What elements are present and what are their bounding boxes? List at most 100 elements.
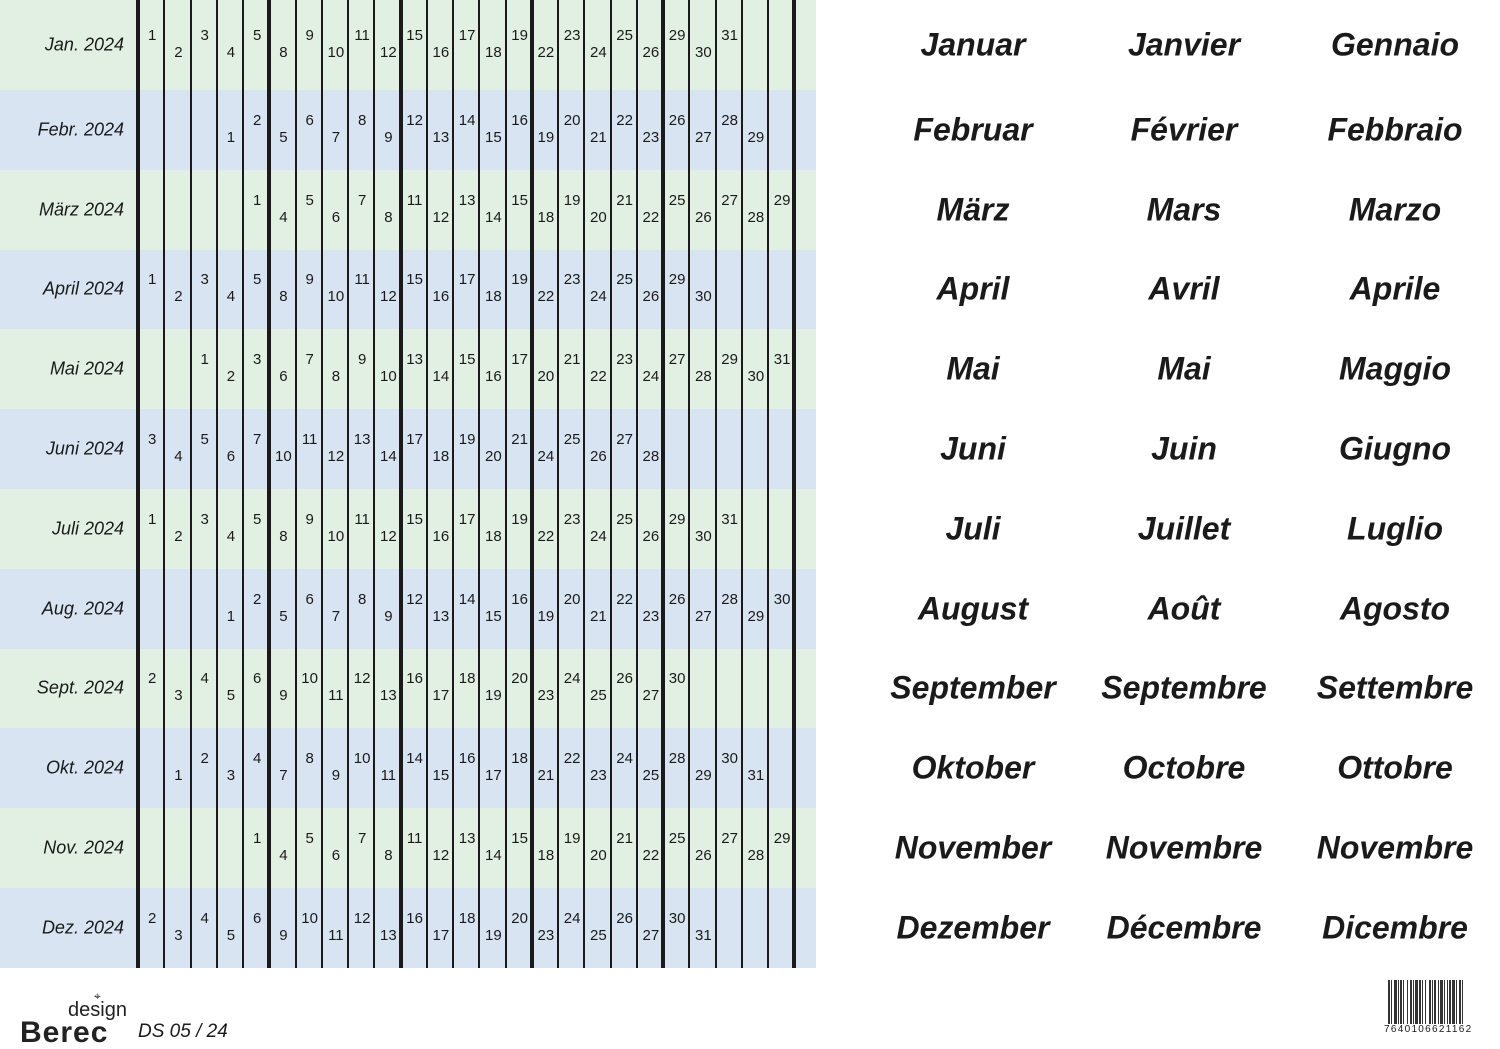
day-number: 11 — [301, 431, 318, 449]
day-number: 29 — [668, 271, 686, 289]
day-cell: 7 — [349, 808, 375, 888]
month-row: Jan. 2024 1 2 3 4 5 8 9 10 11 12 15 16 17 18 19 22 23 24 25… — [0, 0, 816, 90]
month-label: Jan. 2024 — [44, 34, 124, 55]
day-divider-line — [635, 0, 638, 968]
day-cell: 26 — [690, 808, 716, 888]
day-number: 14 — [458, 111, 476, 129]
day-divider-line — [740, 0, 743, 968]
day-number: 13 — [432, 128, 450, 146]
day-number: 26 — [616, 909, 633, 927]
day-cell — [192, 170, 218, 250]
barcode-bar — [1402, 980, 1403, 1024]
day-number: 18 — [537, 847, 555, 865]
day-number: 21 — [590, 607, 607, 625]
day-cell: 12 — [375, 0, 401, 90]
month-name-it: Luglio — [1347, 510, 1443, 547]
day-cell: 13 — [349, 409, 375, 489]
day-number: 29 — [747, 128, 765, 146]
day-cell: 23 — [533, 649, 559, 729]
barcode-bar — [1439, 980, 1440, 1024]
day-cell: 17 — [454, 250, 480, 330]
day-cell: 30 — [690, 250, 716, 330]
day-cell: 16 — [428, 250, 454, 330]
day-cell: 24 — [585, 0, 611, 90]
day-number: 20 — [485, 448, 502, 466]
day-cell: 2 — [139, 649, 165, 729]
day-number: 12 — [432, 208, 450, 226]
day-number: 17 — [432, 926, 450, 944]
day-cell: 18 — [454, 649, 480, 729]
day-number: 22 — [563, 750, 581, 768]
day-number: 4 — [279, 847, 288, 865]
day-cell: 19 — [533, 90, 559, 170]
month-name-de: November — [894, 829, 1052, 866]
day-cell: 22 — [533, 250, 559, 330]
day-cell: 10 — [323, 250, 349, 330]
day-number: 12 — [406, 111, 423, 129]
day-cell: 18 — [428, 409, 454, 489]
day-number: 10 — [380, 368, 397, 386]
month-row: Sept. 2024 2 3 4 5 6 9 10 11 12 13 16 17 18 19 20 23 24 25… — [0, 648, 816, 729]
day-number: 30 — [695, 288, 712, 306]
day-number: 27 — [642, 926, 660, 944]
day-number: 9 — [279, 687, 288, 705]
day-number: 9 — [384, 607, 393, 625]
day-number: 20 — [537, 368, 555, 386]
day-number: 8 — [384, 208, 393, 226]
day-number: 29 — [668, 27, 686, 44]
day-number: 21 — [616, 830, 633, 848]
day-cell: 25 — [612, 489, 638, 569]
day-number: 3 — [200, 510, 209, 528]
day-cell: 9 — [270, 649, 296, 729]
day-cell: 5 — [192, 409, 218, 489]
day-number: 7 — [279, 767, 288, 785]
day-number: 24 — [616, 750, 633, 768]
day-number: 2 — [147, 670, 157, 688]
barcode-bar — [1445, 980, 1447, 1024]
day-cell: 19 — [480, 888, 506, 968]
month-name-it: Aprile — [1349, 270, 1441, 307]
day-cell: 10 — [297, 649, 323, 729]
day-number: 5 — [252, 27, 262, 44]
day-cell: 20 — [533, 329, 559, 409]
day-cell: 6 — [244, 888, 270, 968]
day-cell: 10 — [375, 329, 401, 409]
day-cell: 29 — [717, 329, 743, 409]
day-cell: 5 — [244, 0, 270, 90]
day-cell: 6 — [297, 569, 323, 649]
day-number: 7 — [331, 128, 341, 146]
day-cell: 26 — [690, 170, 716, 250]
day-number: 27 — [721, 191, 738, 209]
day-number: 6 — [226, 448, 236, 466]
day-number: 1 — [200, 351, 209, 369]
day-cell: 30 — [664, 649, 690, 729]
day-number: 26 — [642, 44, 660, 61]
barcode-bar — [1399, 980, 1400, 1024]
day-cell — [192, 90, 218, 170]
day-number: 30 — [695, 527, 712, 545]
day-number: 4 — [252, 750, 262, 768]
day-number: 21 — [590, 128, 607, 146]
barcode-bar — [1431, 980, 1432, 1024]
crosshair-icon: ⌖ — [94, 989, 101, 1003]
week-divider-line — [529, 0, 534, 968]
day-cell: 21 — [612, 170, 638, 250]
month-label: April 2024 — [42, 278, 124, 299]
barcode-bar — [1388, 980, 1390, 1024]
day-number: 16 — [432, 288, 450, 306]
day-cell: 8 — [349, 90, 375, 170]
day-cell: 4 — [270, 808, 296, 888]
day-number: 24 — [590, 527, 607, 545]
day-cell: 5 — [297, 808, 323, 888]
day-number: 2 — [252, 111, 262, 129]
barcode-bar — [1392, 980, 1394, 1024]
day-cell: 24 — [585, 250, 611, 330]
day-cell: 31 — [717, 489, 743, 569]
day-cell: 9 — [323, 728, 349, 808]
day-number: 8 — [279, 527, 288, 545]
month-row: Mai 2024 1 2 3 6 7 8 9 10 13 14 15 16 17 20 21 22 23 24 27 2… — [0, 329, 816, 410]
day-number: 8 — [384, 847, 393, 865]
day-cell: 16 — [507, 569, 533, 649]
day-number: 11 — [406, 191, 423, 209]
day-number: 12 — [406, 590, 423, 608]
